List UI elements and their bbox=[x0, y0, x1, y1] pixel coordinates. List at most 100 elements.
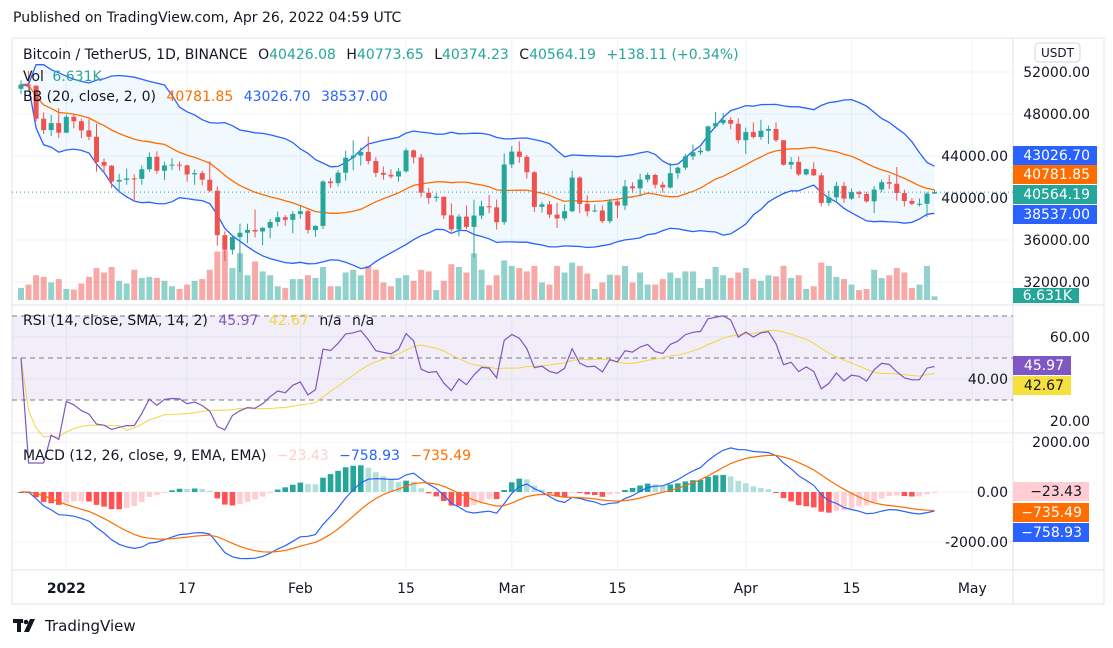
candle-body bbox=[335, 172, 341, 184]
volume-bar bbox=[108, 267, 115, 300]
price-tick-label: 32000.00 bbox=[1023, 275, 1090, 291]
macd-histogram-bar bbox=[773, 492, 779, 493]
volume-bar bbox=[795, 275, 802, 300]
candle-body bbox=[267, 221, 273, 228]
macd-histogram-bar bbox=[486, 492, 492, 499]
volume-bar bbox=[554, 265, 561, 300]
time-tick-label: 2022 bbox=[47, 581, 86, 597]
volume-bar bbox=[516, 268, 523, 300]
macd-histogram-bar bbox=[108, 492, 115, 510]
macd-histogram-bar bbox=[501, 490, 507, 492]
macd-histogram-bar bbox=[33, 492, 39, 498]
macd-histogram-bar bbox=[614, 492, 621, 494]
macd-histogram-bar bbox=[901, 492, 908, 497]
volume-legend[interactable]: Vol 6.631K bbox=[23, 69, 102, 85]
volume-bar bbox=[259, 271, 266, 300]
volume-badge-text: 6.631K bbox=[1023, 288, 1073, 304]
footer-brand: TradingView bbox=[45, 617, 136, 635]
volume-bar bbox=[138, 278, 145, 300]
macd-histogram-bar bbox=[48, 492, 54, 504]
candle-body bbox=[48, 123, 54, 131]
open-value: 40426.08 bbox=[269, 47, 336, 63]
candle-body bbox=[773, 128, 779, 141]
volume-bar bbox=[471, 253, 477, 300]
currency-label: USDT bbox=[1041, 46, 1075, 60]
bb-upper-line bbox=[20, 63, 935, 168]
volume-bar bbox=[508, 265, 515, 300]
candle-body bbox=[192, 173, 198, 175]
macd-histogram-bar bbox=[169, 490, 175, 492]
candle-body bbox=[743, 132, 749, 141]
volume-bar bbox=[327, 286, 334, 300]
candle-body bbox=[214, 190, 220, 236]
candle-body bbox=[275, 217, 281, 222]
macd-badge bbox=[1013, 523, 1089, 542]
volume-bar bbox=[199, 279, 206, 300]
candle-body bbox=[124, 178, 130, 180]
candle-body bbox=[396, 171, 401, 177]
candle-body bbox=[841, 185, 847, 199]
volume-badge bbox=[1013, 288, 1079, 303]
macd-histogram-bar bbox=[290, 484, 296, 492]
candle-body bbox=[94, 136, 99, 162]
macd-histogram-bar bbox=[320, 477, 326, 492]
macd-histogram-bar bbox=[622, 489, 628, 492]
rsi-band bbox=[12, 315, 1013, 401]
macd-histogram-bar bbox=[554, 492, 560, 497]
footer-logo[interactable]: TradingView bbox=[13, 617, 136, 635]
volume-bar bbox=[410, 280, 417, 300]
candle-body bbox=[750, 132, 756, 137]
candle-body bbox=[796, 161, 802, 175]
candle-body bbox=[448, 215, 454, 230]
volume-bar bbox=[403, 275, 410, 300]
candle-body bbox=[562, 211, 568, 219]
macd-hist-badge bbox=[1013, 482, 1089, 501]
symbol-title[interactable]: Bitcoin / TetherUS, 1D, BINANCE bbox=[23, 47, 248, 63]
macd-histogram-bar bbox=[154, 492, 160, 496]
macd-signal-line bbox=[21, 454, 935, 553]
rsi-line bbox=[20, 315, 935, 464]
price-tick-label: 36000.00 bbox=[1023, 233, 1090, 249]
volume-bar bbox=[622, 265, 628, 300]
volume-bar bbox=[297, 279, 304, 300]
currency-button[interactable] bbox=[1034, 42, 1081, 63]
macd-histogram-bar bbox=[599, 492, 606, 497]
macd-histogram-bar bbox=[629, 487, 636, 492]
price-tick-label: 44000.00 bbox=[941, 149, 1008, 165]
candle-body bbox=[720, 119, 726, 124]
volume-bar bbox=[55, 279, 62, 300]
candle-body bbox=[403, 150, 409, 172]
volume-bar bbox=[644, 284, 651, 300]
macd-tick-label: 0.00 bbox=[977, 485, 1008, 501]
macd-histogram-bar bbox=[222, 492, 228, 505]
macd-histogram-bar bbox=[139, 492, 145, 503]
volume-bar bbox=[765, 275, 772, 300]
macd-histogram-bar bbox=[357, 465, 364, 492]
macd-legend[interactable]: MACD (12, 26, close, 9, EMA, EMA) −23.43… bbox=[23, 448, 471, 464]
macd-hist-badge-text: −23.43 bbox=[1030, 484, 1082, 500]
macd-histogram-bar bbox=[176, 488, 183, 492]
bb-lower-line bbox=[20, 83, 935, 270]
candle-body bbox=[41, 118, 47, 131]
macd-histogram-bar bbox=[878, 492, 885, 499]
candle-body bbox=[365, 152, 371, 162]
price-badges: 43026.70 40781.85 40564.19 38537.00 6.63… bbox=[1013, 146, 1097, 542]
volume-bar bbox=[742, 268, 749, 300]
candle-body bbox=[131, 178, 137, 180]
volume-bar bbox=[682, 271, 689, 300]
macd-histogram-bar bbox=[441, 492, 447, 501]
bb-legend[interactable]: BB (20, close, 2, 0) 40781.85 43026.70 3… bbox=[23, 89, 388, 105]
macd-histogram-bar bbox=[841, 492, 847, 511]
candle-body bbox=[222, 235, 228, 250]
volume-bar bbox=[878, 278, 885, 300]
candle-body bbox=[78, 121, 84, 131]
candle-body bbox=[373, 161, 379, 173]
candle-body bbox=[343, 157, 349, 173]
macd-histogram-bar bbox=[780, 492, 787, 499]
volume-bar bbox=[478, 269, 485, 300]
volume-bar bbox=[501, 260, 508, 300]
macd-histogram-bar bbox=[607, 492, 613, 495]
rsi-legend[interactable]: RSI (14, close, SMA, 14, 2) 45.97 42.67 … bbox=[23, 313, 374, 329]
main-legend: Bitcoin / TetherUS, 1D, BINANCE O40426.0… bbox=[23, 47, 739, 63]
